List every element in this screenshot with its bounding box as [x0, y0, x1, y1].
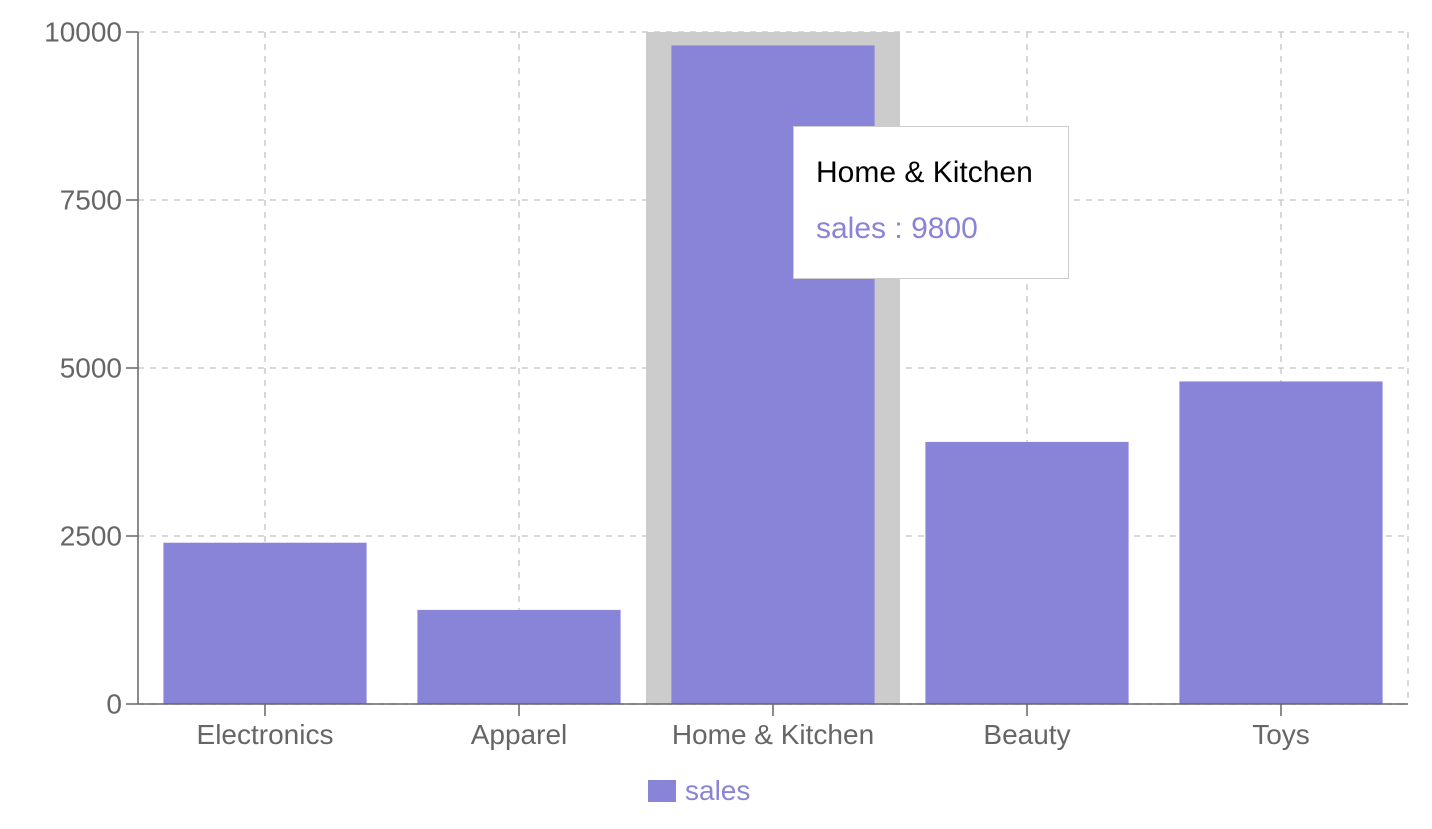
bars	[163, 45, 1383, 704]
tooltip-value: 9800	[911, 212, 978, 245]
x-tick-label: Toys	[1252, 719, 1310, 750]
x-tick-label: Electronics	[197, 719, 334, 750]
x-tick-label: Beauty	[983, 719, 1070, 750]
y-tick-label: 10000	[44, 17, 122, 48]
legend: sales	[648, 775, 750, 806]
x-tick-label: Home & Kitchen	[672, 719, 874, 750]
y-tick-label: 0	[106, 689, 122, 720]
bar-apparel	[417, 609, 621, 704]
chart-tooltip: Home & Kitchen sales : 9800	[793, 126, 1069, 279]
tooltip-series-name: sales	[816, 212, 887, 245]
tooltip-series-row: sales : 9800	[816, 211, 1068, 247]
y-tick-label: 5000	[60, 353, 122, 384]
tooltip-title: Home & Kitchen	[816, 156, 1033, 189]
y-tick-label: 2500	[60, 521, 122, 552]
tooltip-separator: :	[886, 212, 912, 245]
bar-beauty	[925, 441, 1129, 704]
x-tick-label: Apparel	[471, 719, 568, 750]
legend-swatch	[648, 780, 676, 802]
bar-electronics	[163, 542, 367, 704]
legend-label: sales	[685, 775, 750, 806]
y-tick-label: 7500	[60, 185, 122, 216]
bar-toys	[1179, 381, 1383, 704]
